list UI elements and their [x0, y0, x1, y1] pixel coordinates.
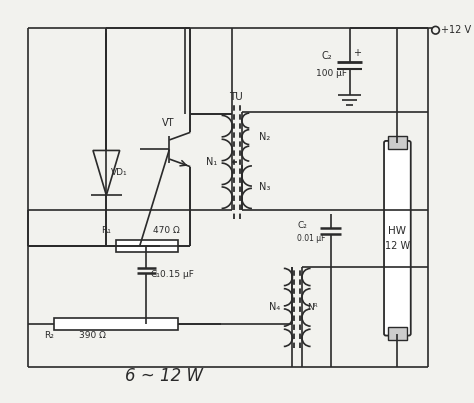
Text: 0.15 μF: 0.15 μF: [160, 270, 194, 279]
Bar: [54, 318, 178, 330]
Text: VT: VT: [162, 118, 174, 128]
Bar: [388, 136, 407, 150]
Bar: [116, 240, 178, 251]
Text: R₁: R₁: [101, 226, 111, 235]
Text: C₂: C₂: [297, 221, 307, 230]
Text: C₁: C₁: [150, 270, 160, 279]
Text: VD₁: VD₁: [111, 168, 128, 177]
Text: N₄: N₄: [269, 302, 280, 312]
Text: N₃: N₃: [259, 182, 270, 192]
Text: 390 Ω: 390 Ω: [79, 331, 106, 341]
Text: R₂: R₂: [44, 331, 54, 341]
Text: C₂: C₂: [321, 51, 332, 61]
Text: N₁: N₁: [206, 157, 217, 167]
Text: Nᴿ: Nᴿ: [307, 303, 318, 312]
Text: +12 V: +12 V: [441, 25, 472, 35]
FancyBboxPatch shape: [384, 141, 411, 336]
Text: HW: HW: [388, 226, 406, 236]
Text: 0.01 μF: 0.01 μF: [297, 234, 326, 243]
Text: 470 Ω: 470 Ω: [153, 226, 179, 235]
Bar: [388, 327, 407, 341]
Text: +: +: [354, 48, 362, 58]
Text: N₂: N₂: [259, 132, 270, 142]
Text: 6 ~ 12 W: 6 ~ 12 W: [125, 368, 202, 385]
Text: 100 μF: 100 μF: [316, 69, 347, 78]
Text: TU: TU: [229, 92, 243, 102]
Text: 12 W: 12 W: [385, 241, 410, 251]
